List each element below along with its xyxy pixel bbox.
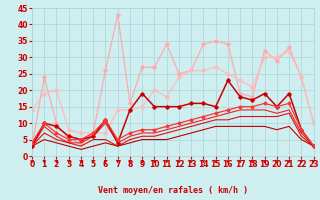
- Text: Vent moyen/en rafales ( km/h ): Vent moyen/en rafales ( km/h ): [98, 186, 248, 195]
